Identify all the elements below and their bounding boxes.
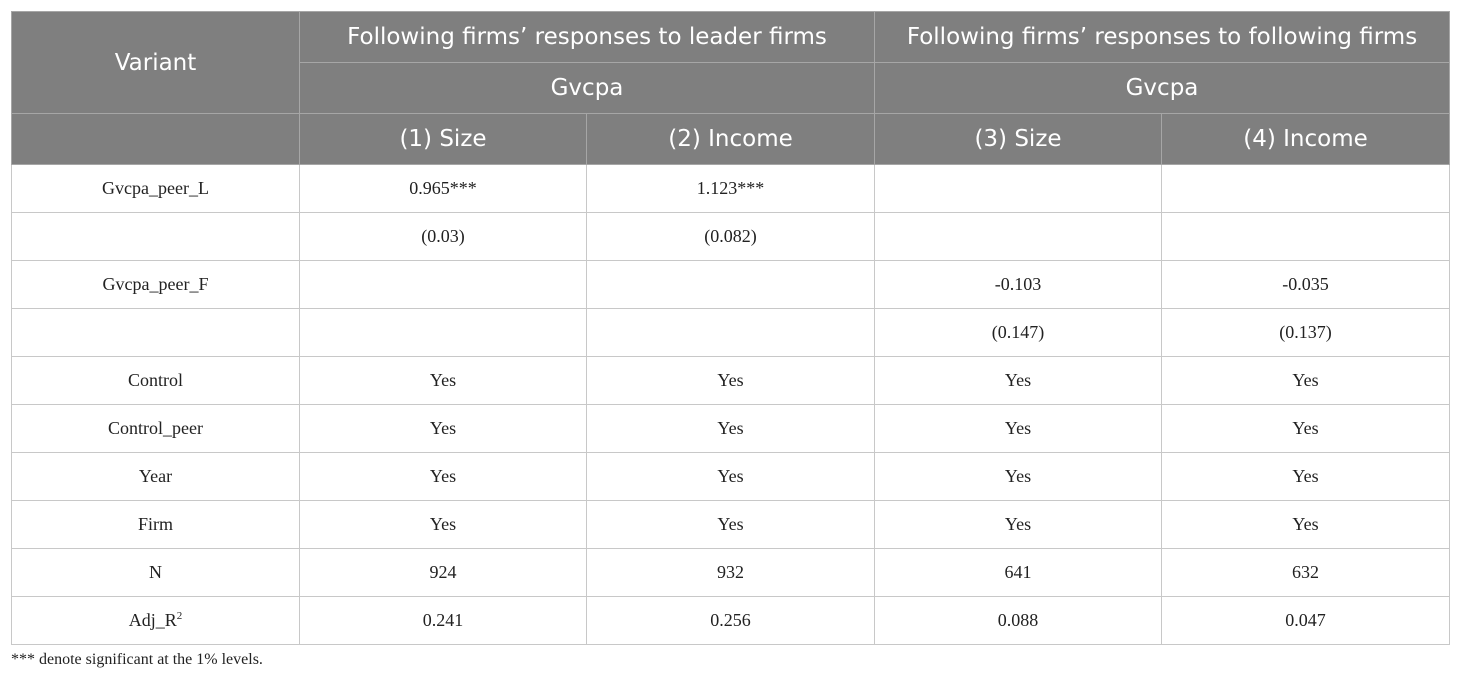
results-table: Variant Following firms’ responses to le…: [11, 11, 1450, 645]
row-label: Firm: [11, 500, 300, 549]
table-cell: (0.03): [299, 212, 587, 261]
row-label: Gvcpa_peer_F: [11, 260, 300, 309]
table-cell: 924: [299, 548, 587, 597]
table-cell: [586, 260, 875, 309]
table-cell: Yes: [874, 452, 1162, 501]
table-row: Gvcpa_peer_F -0.103 -0.035: [11, 260, 1450, 309]
header-dependent-var-1: Gvcpa: [299, 62, 875, 114]
table-cell: -0.035: [1161, 260, 1450, 309]
table-cell: Yes: [874, 404, 1162, 453]
table-cell: Yes: [1161, 356, 1450, 405]
table-cell: Yes: [586, 452, 875, 501]
table-cell: 641: [874, 548, 1162, 597]
row-label: Year: [11, 452, 300, 501]
table-cell: 932: [586, 548, 875, 597]
table-cell: [874, 212, 1162, 261]
superscript: 2: [176, 610, 183, 622]
header-dependent-var-2: Gvcpa: [874, 62, 1450, 114]
table-cell: [1161, 164, 1450, 213]
row-label: Gvcpa_peer_L: [11, 164, 300, 213]
table-header: Variant Following firms’ responses to le…: [11, 11, 1450, 165]
table-cell: [299, 260, 587, 309]
table-row: Control_peer Yes Yes Yes Yes: [11, 404, 1450, 453]
table-cell: Yes: [874, 356, 1162, 405]
table-cell: (0.082): [586, 212, 875, 261]
table-cell: Yes: [299, 452, 587, 501]
header-group-following: Following firms’ responses to following …: [874, 11, 1450, 63]
table-cell: Yes: [1161, 500, 1450, 549]
table-cell: Yes: [874, 500, 1162, 549]
header-col-1: (1) Size: [299, 113, 587, 165]
table-cell: 0.256: [586, 596, 875, 645]
table-cell: Yes: [299, 404, 587, 453]
table-cell: [586, 308, 875, 357]
table-cell: 632: [1161, 548, 1450, 597]
table-cell: 0.047: [1161, 596, 1450, 645]
table-cell: 0.241: [299, 596, 587, 645]
table-cell: Yes: [1161, 452, 1450, 501]
table-cell: Yes: [586, 356, 875, 405]
header-variant: Variant: [11, 11, 300, 114]
header-col-2: (2) Income: [586, 113, 875, 165]
table-row: Gvcpa_peer_L 0.965*** 1.123***: [11, 164, 1450, 213]
row-label: Control: [11, 356, 300, 405]
table-cell: Yes: [586, 500, 875, 549]
row-label: Adj_R2: [11, 596, 300, 645]
table-row: Year Yes Yes Yes Yes: [11, 452, 1450, 501]
row-label: N: [11, 548, 300, 597]
table-cell: [874, 164, 1162, 213]
row-label: [11, 308, 300, 357]
table-cell: 0.088: [874, 596, 1162, 645]
table-row: (0.03) (0.082): [11, 212, 1450, 261]
header-col-3: (3) Size: [874, 113, 1162, 165]
row-label-text: Adj_R: [128, 610, 177, 630]
table-cell: [1161, 212, 1450, 261]
table-row: (0.147) (0.137): [11, 308, 1450, 357]
table-row: Adj_R2 0.241 0.256 0.088 0.047: [11, 596, 1450, 645]
table-cell: Yes: [299, 500, 587, 549]
table-cell: Yes: [299, 356, 587, 405]
table-cell: (0.137): [1161, 308, 1450, 357]
table-footnote: *** denote significant at the 1% levels.: [11, 651, 263, 668]
row-label: Control_peer: [11, 404, 300, 453]
table-row: Firm Yes Yes Yes Yes: [11, 500, 1450, 549]
table-cell: 0.965***: [299, 164, 587, 213]
table-cell: 1.123***: [586, 164, 875, 213]
table-cell: [299, 308, 587, 357]
table-row: Control Yes Yes Yes Yes: [11, 356, 1450, 405]
table-body: Gvcpa_peer_L 0.965*** 1.123*** (0.03) (0…: [11, 164, 1450, 645]
header-blank: [11, 113, 300, 165]
header-col-4: (4) Income: [1161, 113, 1450, 165]
table-cell: -0.103: [874, 260, 1162, 309]
table-cell: Yes: [1161, 404, 1450, 453]
row-label: [11, 212, 300, 261]
table-cell: Yes: [586, 404, 875, 453]
header-group-leader: Following firms’ responses to leader fir…: [299, 11, 875, 63]
table-cell: (0.147): [874, 308, 1162, 357]
table-row: N 924 932 641 632: [11, 548, 1450, 597]
